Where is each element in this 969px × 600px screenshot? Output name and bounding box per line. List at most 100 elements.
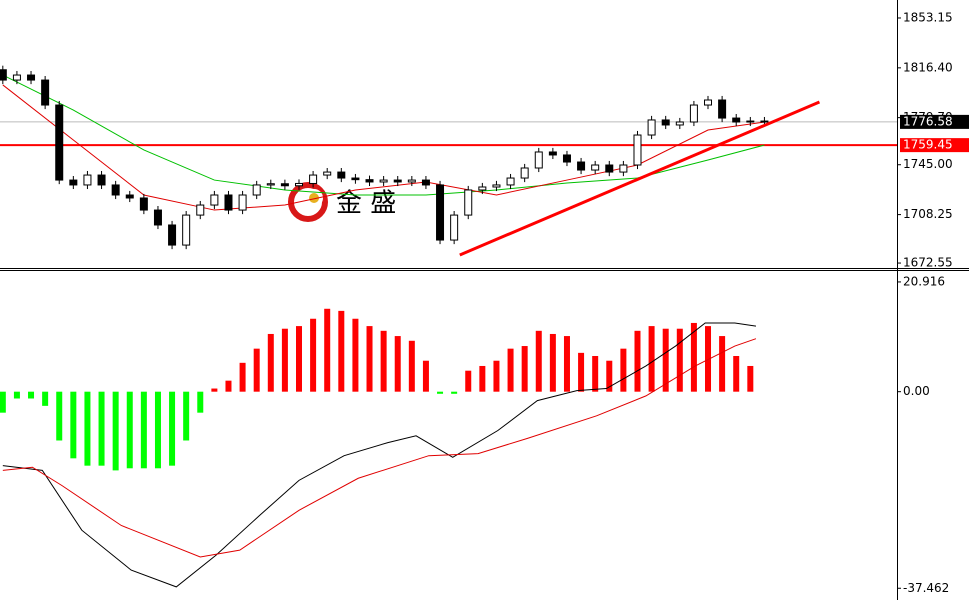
candle-body xyxy=(337,171,346,179)
candle-body xyxy=(266,183,275,186)
y-tick-label: 0.00 xyxy=(903,384,930,398)
histogram-bar xyxy=(549,333,556,392)
histogram-bar xyxy=(56,391,63,441)
candle-body xyxy=(605,164,614,173)
candle-body xyxy=(111,184,120,196)
panel: 1853.151816.401779.701745.001708.251672.… xyxy=(0,10,969,270)
candle-body xyxy=(168,224,177,246)
candle-body xyxy=(492,184,501,188)
histogram-bar xyxy=(493,360,500,392)
price-tag xyxy=(900,138,969,153)
candle-body xyxy=(252,184,261,196)
histogram-bar xyxy=(451,391,458,394)
candle-body xyxy=(393,179,402,183)
histogram-bar xyxy=(296,326,302,392)
histogram-bar xyxy=(733,356,740,392)
candle-body xyxy=(591,164,600,171)
candle-body xyxy=(633,134,642,166)
candle-body xyxy=(746,120,755,123)
candle-body xyxy=(55,104,64,181)
candle-body xyxy=(83,174,92,186)
histogram-bar xyxy=(380,330,387,392)
candle-body xyxy=(12,74,21,81)
candle-body xyxy=(718,99,727,119)
line xyxy=(2,322,757,588)
candle-body xyxy=(69,179,78,186)
histogram-bar xyxy=(690,322,697,392)
histogram-bar xyxy=(662,328,669,392)
candle-body xyxy=(421,179,430,186)
panel: 20.916 0.00 -37.462 xyxy=(0,274,949,595)
price-tag-label: 1776.58 xyxy=(903,114,953,128)
trendline xyxy=(459,100,821,257)
y-tick-label: 20.916 xyxy=(903,274,945,288)
histogram-bar xyxy=(563,336,570,392)
histogram-bar xyxy=(13,391,20,399)
candle-body xyxy=(125,194,134,199)
candle-body xyxy=(365,179,374,183)
histogram-bar xyxy=(70,391,77,459)
histogram-bar xyxy=(578,352,585,392)
histogram-bar xyxy=(422,360,429,392)
candle-body xyxy=(280,183,289,187)
histogram-bar xyxy=(719,336,726,392)
candle-body xyxy=(760,120,769,123)
histogram-bar xyxy=(84,391,91,466)
histogram-bar xyxy=(648,326,655,392)
histogram-bar xyxy=(408,340,415,392)
histogram-bar xyxy=(634,330,641,392)
candle-body xyxy=(196,204,205,216)
histogram-bar xyxy=(239,362,246,392)
histogram-bar xyxy=(267,333,274,392)
histogram-bar xyxy=(747,365,754,392)
y-tick-label: -37.462 xyxy=(903,581,949,595)
candle-body xyxy=(323,171,332,176)
candle-body xyxy=(534,151,543,169)
candle-body xyxy=(675,121,684,126)
candle-body xyxy=(562,154,571,163)
histogram-bar xyxy=(281,328,288,392)
histogram-bar xyxy=(366,326,373,392)
candle-body xyxy=(224,194,233,211)
histogram-bar xyxy=(126,391,133,469)
histogram-bar xyxy=(225,380,232,392)
watermark: 金 盛 xyxy=(288,182,396,222)
histogram-bar xyxy=(169,391,176,466)
candle-body xyxy=(436,184,445,241)
histogram-bar xyxy=(606,360,613,392)
candle-body xyxy=(661,119,670,126)
histogram-bar xyxy=(197,391,204,413)
histogram-bar xyxy=(352,318,359,392)
price-tag xyxy=(900,114,969,129)
histogram-bar xyxy=(437,391,444,394)
histogram-bar xyxy=(338,310,345,392)
histogram-bar xyxy=(592,356,599,392)
histogram-bar xyxy=(98,391,105,466)
histogram-bar xyxy=(465,370,472,392)
histogram-bar xyxy=(183,391,190,441)
histogram-bar xyxy=(253,348,260,392)
line xyxy=(2,338,757,558)
candle-body xyxy=(450,214,459,241)
histogram-bar xyxy=(479,365,486,392)
y-tick-label: 1816.40 xyxy=(903,60,953,74)
histogram-bar xyxy=(0,391,6,413)
histogram-bar xyxy=(521,346,528,392)
candle-body xyxy=(407,179,416,183)
watermark-text: 金 盛 xyxy=(336,189,396,219)
logo xyxy=(309,193,319,203)
histogram-bar xyxy=(324,308,331,392)
candle-body xyxy=(0,69,7,81)
candle-body xyxy=(689,104,698,123)
histogram-bar xyxy=(705,326,712,392)
candle-body xyxy=(41,79,50,106)
candle-body xyxy=(238,194,247,211)
candle-body xyxy=(464,189,473,216)
candle-body xyxy=(27,74,36,81)
line xyxy=(2,84,765,211)
histogram-bar xyxy=(676,328,683,392)
candle-body xyxy=(182,214,191,246)
price-tag-label: 1759.45 xyxy=(903,138,953,152)
